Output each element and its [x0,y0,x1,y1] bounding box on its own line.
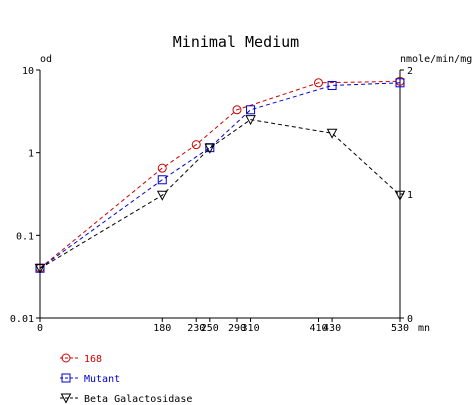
y-left-ticks: 10 1 0.1 0.01 [10,66,40,325]
data-point [313,78,323,88]
y-right-tick-label: 1 [407,190,413,201]
series-triangle-down [34,115,406,274]
legend-item: Mutant [60,373,120,385]
data-point [156,190,168,201]
series-line [39,80,401,269]
legend-label: Mutant [84,374,120,385]
x-tick-label: 430 [323,323,341,334]
series-layer [34,76,406,274]
data-point [245,115,256,126]
x-tick-label: 290 [228,323,246,334]
data-point [246,105,256,115]
legend-label: Beta Galactosidase [84,394,192,405]
data-point [327,80,337,90]
data-point [191,140,201,150]
data-point [204,143,216,154]
legend-marker [61,353,71,363]
data-point [157,163,167,173]
legend-marker [60,393,72,404]
y-right-axis-label: nmole/min/mg [400,54,472,65]
data-point [326,128,338,139]
x-axis-unit-label: mn [418,323,430,334]
data-point [395,78,405,88]
data-point [34,263,46,274]
x-tick-label: 530 [391,323,409,334]
legend: 168 Mutant Beta Galactosidase [60,353,192,405]
x-tick-label: 250 [201,323,219,334]
x-tick-label: 230 [187,323,205,334]
chart-title: Minimal Medium [173,33,299,51]
data-point [157,175,167,185]
series-square [35,78,405,273]
y-right-tick-label: 2 [407,66,413,77]
y-left-axis-label: od [40,54,52,65]
series-line [39,82,401,269]
series-circle [35,76,405,273]
y-left-tick-label: 0.01 [10,314,34,325]
legend-label: 168 [84,354,102,365]
series-line [39,119,401,269]
x-tick-label: 180 [153,323,171,334]
y-left-tick-label: 0.1 [16,231,34,242]
x-tick-label: 310 [242,323,260,334]
legend-marker [61,373,71,383]
x-tick-label: 0 [37,323,43,334]
y-left-tick-label: 1 [28,149,34,160]
y-right-tick-label: 0 [407,314,413,325]
data-point [394,190,406,201]
x-tick-label: 410 [309,323,327,334]
legend-item: 168 [60,353,102,365]
y-left-tick-label: 10 [22,66,34,77]
data-point [232,105,242,115]
legend-item: Beta Galactosidase [60,393,192,405]
